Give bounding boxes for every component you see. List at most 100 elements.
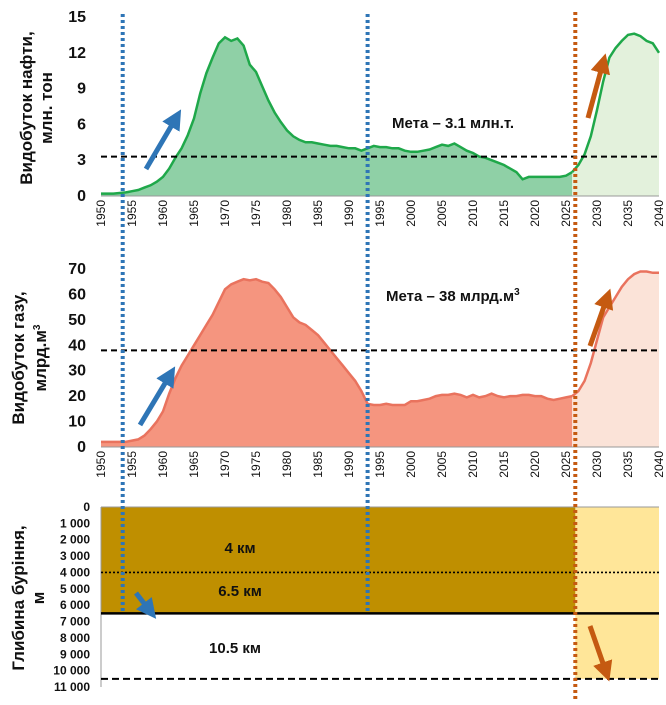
gas-target-label: Мета – 38 млрд.м3 [386,287,520,305]
oil-x-tick: 1955 [125,200,139,227]
oil-x-tick: 1980 [280,200,294,227]
gas-x-tick: 2000 [404,451,418,478]
gas-y-tick: 50 [68,312,86,329]
depth-y-tick: 9 000 [60,647,90,661]
oil-y-tick: 6 [77,116,86,133]
gas-ylabel-unit-text: млрд.м [31,330,50,391]
gas-x-tick: 2025 [559,451,573,478]
depth-y-tick: 3 000 [60,549,90,563]
oil-x-tick: 2000 [404,200,418,227]
gas-x-tick: 1955 [125,451,139,478]
oil-x-tick: 2035 [621,200,635,227]
oil-x-tick: 1975 [249,200,263,227]
oil-x-ticks: 1950 1955 1960 1965 1970 1975 1980 1985 1990 1995… [94,200,666,227]
gas-x-tick: 2015 [497,451,511,478]
gas-x-tick: 1960 [156,451,170,478]
gas-x-tick: 1985 [311,451,325,478]
oil-chart: Видобуток нафти, млн. тон 0 3 6 9 12 15 Мета … [17,9,666,227]
gas-area [101,279,573,447]
oil-line [101,35,573,195]
depth-y-tick: 6 000 [60,598,90,612]
oil-future-growth-arrow [585,53,611,119]
gas-x-tick: 2030 [590,451,604,478]
gas-x-tick: 2035 [621,451,635,478]
gas-future-growth-arrow [587,288,614,347]
gas-y-tick: 20 [68,388,86,405]
gas-x-tick: 1995 [373,451,387,478]
gas-ylabel-unit-sup: 3 [32,324,43,330]
depth-current-area [101,507,576,614]
oil-future-line [571,32,661,173]
depth-orange-arrow [587,625,613,682]
depth-ylabel: Глибина буріння, [9,525,28,670]
depth-y-tick: 10 000 [53,664,90,678]
gas-y-tick: 0 [77,439,86,456]
oil-x-tick: 1965 [187,200,201,227]
gas-y-tick: 60 [68,286,86,303]
oil-x-tick: 2040 [652,200,666,227]
depth-y-tick: 1 000 [60,516,90,530]
gas-ylabel: Видобуток газу, [9,291,28,424]
oil-x-tick: 1970 [218,200,232,227]
depth-future-area [575,507,659,679]
gas-x-tick: 1975 [249,451,263,478]
oil-growth-arrow [143,109,182,171]
depth-y-tick: 7 000 [60,615,90,629]
depth-y-tick: 5 000 [60,582,90,596]
depth-y-tick: 11 000 [54,680,90,694]
oil-y-tick: 15 [68,9,86,26]
depth-label-10-5km: 10.5 км [209,640,261,657]
gas-x-ticks: 1950 1955 1960 1965 1970 1975 1980 1985 1990 1995… [94,451,666,478]
gas-growth-arrow [137,366,176,427]
gas-x-tick: 2005 [435,451,449,478]
depth-label-6-5km: 6.5 км [218,583,262,600]
gas-y-tick: 30 [68,363,86,380]
oil-x-tick: 2030 [590,200,604,227]
period-markers [120,12,578,700]
gas-line [101,277,573,444]
oil-x-tick: 2025 [559,200,573,227]
depth-chart: Глибина буріння, м 0 1 000 2 000 3 000 4 000… [9,500,659,694]
oil-x-tick: 1960 [156,200,170,227]
gas-x-tick: 1965 [187,451,201,478]
oil-x-tick: 1990 [342,200,356,227]
gas-future-area [572,271,659,447]
depth-y-tick: 0 [83,500,90,514]
oil-x-tick: 1995 [373,200,387,227]
gas-future-line [571,270,659,398]
depth-y-tick: 8 000 [60,631,90,645]
gas-target-label-text: Мета – 38 млрд.м [386,288,514,305]
oil-x-tick: 1950 [94,200,108,227]
gas-target-label-sup: 3 [514,287,520,298]
gas-x-tick: 1990 [342,451,356,478]
depth-y-tick: 2 000 [60,533,90,547]
gas-x-tick: 2040 [652,451,666,478]
gas-x-tick: 2020 [528,451,542,478]
gas-x-tick: 1980 [280,451,294,478]
oil-ylabel: Видобуток нафти, [17,31,36,184]
gas-ylabel-unit: млрд.м3 [31,324,50,391]
gas-chart: Видобуток газу, млрд.м3 010203040506070 … [9,261,666,478]
gas-x-tick: 1970 [218,451,232,478]
depth-blue-arrow [134,591,157,619]
oil-future-area [572,33,659,197]
gas-y-tick: 40 [68,337,86,354]
oil-target-label: Мета – 3.1 млн.т. [392,115,514,132]
oil-x-tick: 2020 [528,200,542,227]
depth-y-tick: 4 000 [60,565,90,579]
depth-ylabel-unit: м [29,592,48,605]
oil-y-ticks: 0 3 6 9 12 15 [68,9,86,205]
oil-y-tick: 3 [77,152,86,169]
gas-y-tick: 10 [68,414,86,431]
gas-x-tick: 1950 [94,451,108,478]
oil-y-tick: 9 [77,81,86,98]
gas-y-ticks: 0 10 20 30 40 50 60 70 [68,261,86,456]
depth-y-ticks: 0 1 000 2 000 3 000 4 000 5 000 6 000 7 000 8 00… [53,500,90,694]
gas-y-tick: 70 [68,261,86,278]
oil-x-tick: 2010 [466,200,480,227]
oil-x-tick: 2015 [497,200,511,227]
oil-x-tick: 2005 [435,200,449,227]
oil-ylabel-unit: млн. тон [37,72,56,144]
depth-label-4km: 4 км [224,540,255,557]
